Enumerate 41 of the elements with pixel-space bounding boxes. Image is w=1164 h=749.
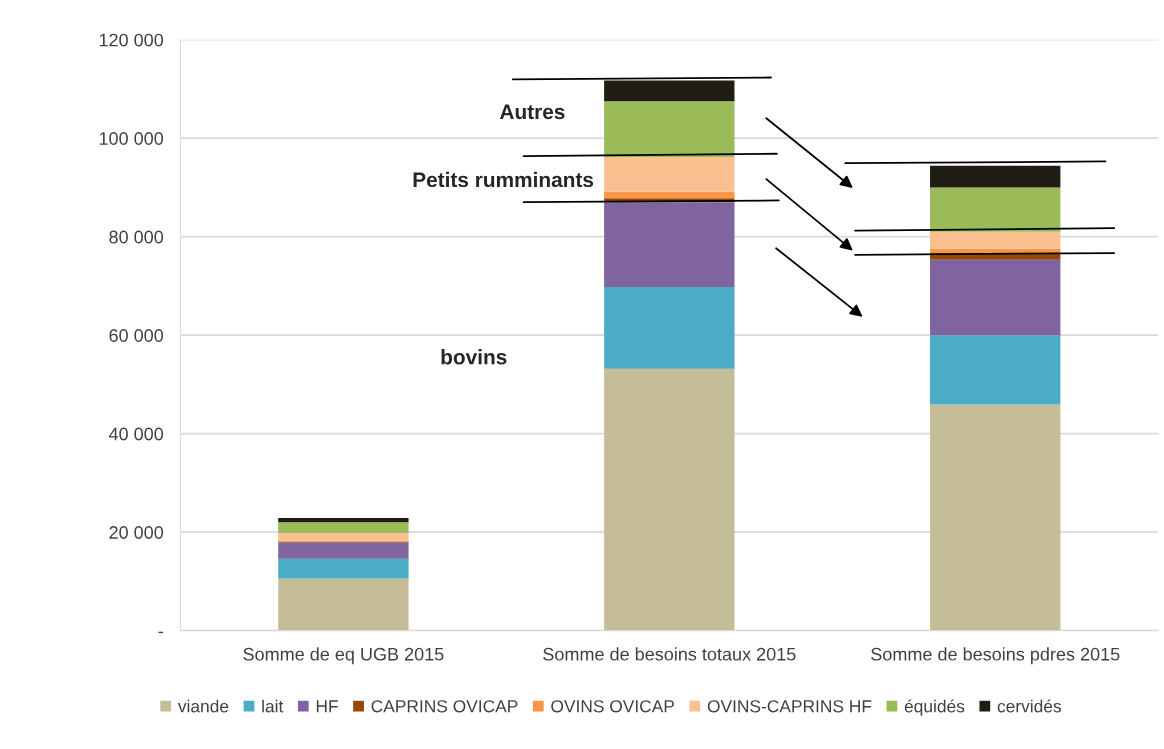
legend-label: OVINS OVICAP [551,700,674,713]
bar [930,259,1061,336]
bar [604,101,735,157]
legend-label: viande [177,699,229,713]
x-tick-label: Somme de besoins totaux 2015 [543,647,796,661]
legend-label: HF [316,700,338,713]
annotation: Petits rumminants [413,171,594,188]
legend-label: OVINS-CAPRINS HF [707,700,872,713]
legend-label: lait [262,699,284,713]
x-tick-label: Somme de eq UGB 2015 [243,647,444,665]
bar [930,165,1061,188]
legend-label: cervidés [997,699,1062,713]
bar [278,533,409,541]
bar [930,248,1061,253]
y-tick-label: 80 000 [109,230,164,244]
annotation: bovins [441,349,507,365]
y-tick-label: 20 000 [109,526,164,539]
annotation: Autres [499,104,565,120]
bar [278,522,409,534]
y-tick-label: 60 000 [109,329,164,342]
bar [930,187,1061,232]
bar [604,286,735,369]
bar [278,578,409,631]
bar [930,404,1061,631]
bar [604,80,735,102]
bar [930,335,1061,405]
legend-label: équidés [904,699,965,716]
bar [604,202,735,287]
y-tick-label: - [158,631,163,634]
bar [278,517,409,523]
bar [604,368,735,631]
bar [604,156,735,192]
y-tick-label: 40 000 [108,427,164,441]
bar [278,558,409,579]
bar [278,542,409,559]
y-tick-label: 100 000 [99,132,164,145]
legend-label: CAPRINS OVICAP [371,700,518,713]
x-tick-label: Somme de besoins pdres 2015 [871,647,1120,665]
y-tick-label: 120 000 [99,33,164,47]
bar [604,191,735,199]
bar [930,231,1061,249]
